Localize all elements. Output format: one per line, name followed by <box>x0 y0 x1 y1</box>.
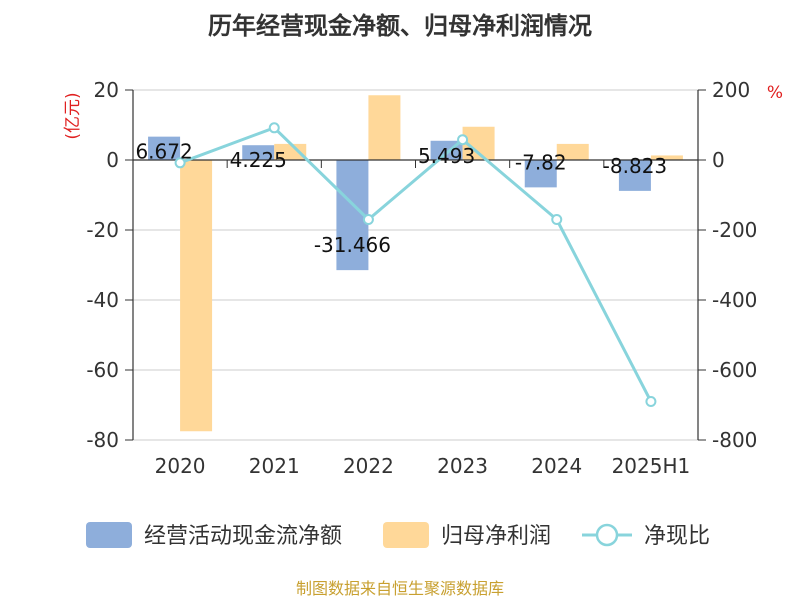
left-axis-unit: (亿元) <box>63 92 83 139</box>
cashflow-data-label: 4.225 <box>230 148 287 172</box>
right-axis-tick-label: 200 <box>712 78 750 102</box>
legend-swatch-net-profit <box>383 522 429 548</box>
category-label: 2025H1 <box>612 454 691 478</box>
tick-labels: 20 200 0 0 -20 -200 -40 -400 -60 -600 -80 -800 2020 2… <box>86 78 757 478</box>
ratio-point <box>457 134 469 146</box>
left-axis-tick-label: 20 <box>94 78 119 102</box>
ratio-line-path <box>179 126 653 403</box>
legend-item-cashflow[interactable]: 经营活动现金流净额 <box>86 522 342 549</box>
ratio-point <box>174 157 186 169</box>
cashflow-data-label: -8.823 <box>603 154 667 178</box>
bar-net-profit <box>180 160 213 432</box>
gridlines <box>133 89 698 441</box>
bar-cashflow <box>148 136 181 160</box>
right-axis-tick-label: -600 <box>712 358 757 382</box>
data-labels: 6.672 4.225 -31.466 5.493 -7.82 -8.823 <box>135 140 667 257</box>
bar-net-profit <box>650 155 683 160</box>
right-axis-tick-label: -800 <box>712 428 757 452</box>
left-axis-tick-label: -80 <box>86 428 119 452</box>
left-axis-tick-label: 0 <box>106 148 119 172</box>
bar-cashflow <box>524 160 557 188</box>
legend-label-ratio: 净现比 <box>644 524 710 549</box>
ratio-point <box>551 214 563 225</box>
right-axis-tick-label: 0 <box>712 148 725 172</box>
cashflow-data-label: -31.466 <box>314 233 391 257</box>
category-label: 2020 <box>155 454 206 478</box>
cashflow-data-label: 5.493 <box>418 144 475 168</box>
bar-cashflow <box>618 160 651 191</box>
legend: 经营活动现金流净额 归母净利润 净现比 <box>86 522 710 549</box>
bar-net-profit <box>274 143 307 160</box>
right-axis-unit: % <box>767 83 783 103</box>
bar-cashflow <box>242 145 275 160</box>
left-axis-tick-label: -60 <box>86 358 119 382</box>
right-axis-tick-label: -400 <box>712 288 757 312</box>
legend-label-net-profit: 归母净利润 <box>441 524 551 549</box>
left-axis-tick-label: -40 <box>86 288 119 312</box>
cashflow-data-label: 6.672 <box>135 140 192 164</box>
bar-net-profit <box>556 143 589 160</box>
right-axis-tick-label: -200 <box>712 218 757 242</box>
category-label: 2021 <box>249 454 300 478</box>
category-label: 2022 <box>343 454 394 478</box>
legend-item-net-profit[interactable]: 归母净利润 <box>383 522 551 549</box>
left-axis-tick-label: -20 <box>86 218 119 242</box>
ratio-point <box>362 214 374 225</box>
category-label: 2024 <box>531 454 582 478</box>
category-label: 2023 <box>437 454 488 478</box>
legend-label-cashflow: 经营活动现金流净额 <box>144 524 342 549</box>
chart-title: 历年经营现金净额、归母净利润情况 <box>208 12 592 40</box>
bar-net-profit <box>368 95 401 160</box>
ratio-point <box>268 122 280 134</box>
source-note: 制图数据来自恒生聚源数据库 <box>296 579 504 598</box>
ratio-line <box>174 122 657 407</box>
axes <box>125 89 706 441</box>
cashflow-data-label: -7.82 <box>515 150 567 174</box>
legend-item-ratio[interactable]: 净现比 <box>582 523 710 549</box>
legend-marker-ratio <box>595 523 619 547</box>
ratio-point <box>645 396 657 407</box>
legend-swatch-cashflow <box>86 522 132 548</box>
